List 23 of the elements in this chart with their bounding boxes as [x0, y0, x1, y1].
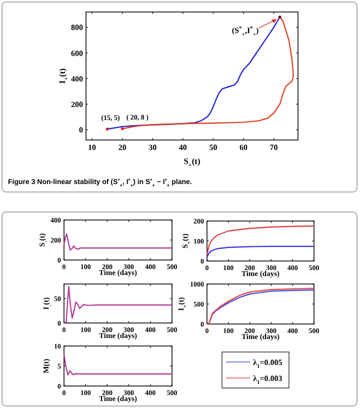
point	[121, 127, 124, 130]
line-series	[121, 16, 294, 130]
x-tick-label: 70	[270, 143, 278, 152]
line-series	[63, 353, 173, 376]
annotation: (S$^{*}$$_{+}$,I$^{*}$$_{+}$)	[232, 26, 260, 38]
line-series	[63, 286, 173, 324]
x-tick-label: 60	[239, 143, 248, 152]
x-tick-label: 50	[209, 143, 218, 152]
y-tick-label: 200	[71, 100, 83, 109]
y-tick-label: 400	[71, 74, 83, 84]
x-tick-label: 30	[148, 143, 157, 152]
legend-label: λ$_{1}$=0.003	[253, 374, 282, 386]
x-axis-title: S$_{+}$(t)	[184, 156, 200, 169]
y-tick-label: 800	[71, 23, 83, 32]
line-series	[206, 225, 315, 256]
x-tick-label: 10	[88, 143, 96, 152]
y-tick-label: 0	[79, 126, 83, 135]
line-series	[206, 246, 315, 258]
line-series	[63, 233, 173, 251]
x-tick-label: 40	[178, 143, 187, 152]
x-tick-label: 20	[118, 143, 126, 152]
y-tick-label: 600	[71, 48, 83, 58]
legend-label: λ$_{1}$=0.005	[253, 358, 282, 370]
